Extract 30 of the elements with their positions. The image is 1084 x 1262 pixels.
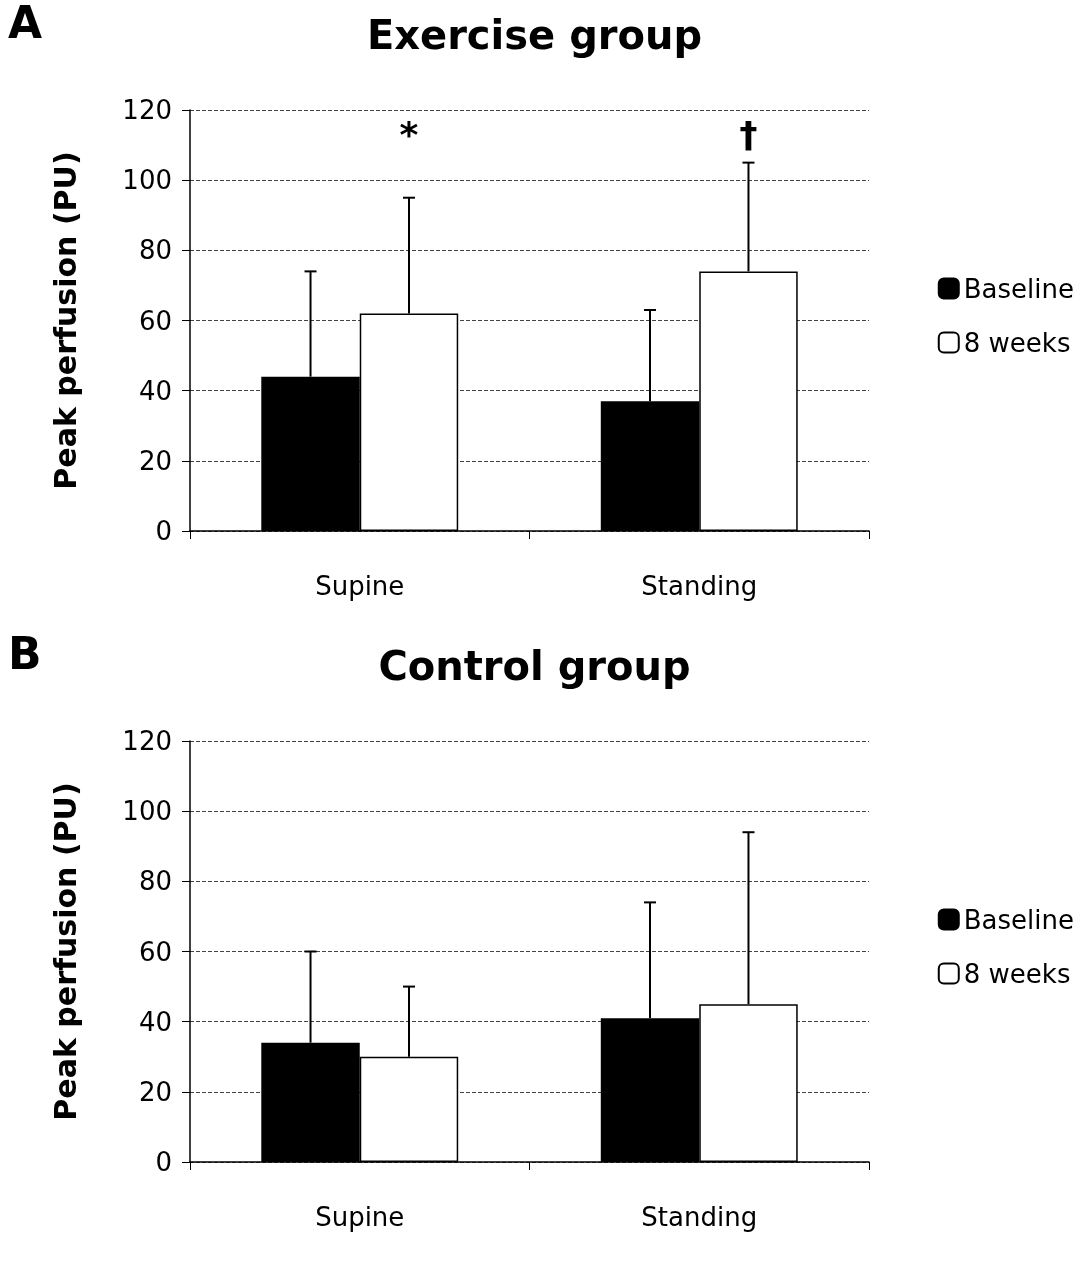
y-tick-label: 40	[138, 1006, 172, 1037]
y-tick-label: 120	[122, 95, 172, 125]
y-tick-label: 80	[138, 235, 172, 266]
y-tick-label: 40	[138, 375, 172, 406]
y-axis-title: Peak perfusion (PU)	[47, 782, 83, 1121]
annotation: *	[399, 113, 419, 155]
text: A	[8, 0, 43, 48]
y-tick-label: 20	[138, 445, 172, 476]
x-tick-label: Supine	[315, 571, 405, 601]
y-tick-label: 0	[155, 516, 172, 546]
annotation: †	[739, 113, 758, 155]
x-tick-label: Supine	[315, 1202, 405, 1232]
y-tick-label: 80	[138, 866, 172, 897]
legend-label: 8 weeks	[963, 327, 1071, 358]
legend-label: Baseline	[963, 273, 1074, 304]
legend-label: Baseline	[963, 904, 1074, 935]
y-tick-label: 60	[138, 936, 172, 967]
y-axis-title: Peak perfusion (PU)	[47, 151, 83, 490]
legend-label: 8 weeks	[963, 958, 1071, 989]
y-tick-label: 60	[138, 305, 172, 336]
y-tick-label: 100	[122, 165, 172, 196]
x-tick-label: Standing	[641, 1202, 758, 1232]
y-tick-label: 100	[122, 796, 172, 827]
text: B	[8, 627, 42, 679]
y-tick-label: 120	[122, 726, 172, 756]
x-tick-label: Standing	[641, 571, 758, 601]
y-tick-label: 0	[155, 1147, 172, 1177]
chart-title: Control group	[378, 643, 691, 689]
y-tick-label: 20	[138, 1076, 172, 1107]
chart-title: Exercise group	[366, 12, 703, 58]
